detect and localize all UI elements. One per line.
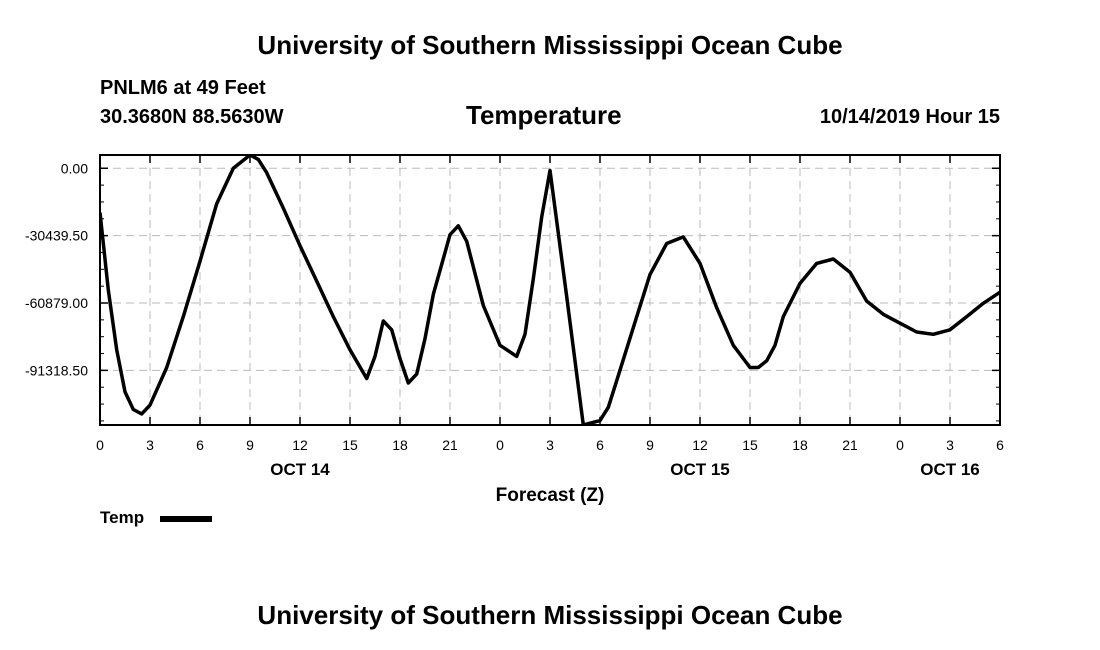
plot-frame bbox=[99, 154, 1001, 426]
legend-swatch bbox=[160, 516, 212, 522]
y-tick-label: -60879.00 bbox=[25, 295, 88, 311]
x-tick-label: 3 bbox=[946, 437, 954, 453]
x-tick-label: 18 bbox=[392, 437, 408, 453]
date-label: OCT 16 bbox=[920, 460, 980, 479]
date-label: OCT 14 bbox=[270, 460, 330, 479]
series-line-temp bbox=[100, 155, 1000, 425]
x-tick-label: 0 bbox=[96, 437, 104, 453]
x-tick-label: 12 bbox=[692, 437, 708, 453]
x-tick-label: 3 bbox=[546, 437, 554, 453]
x-tick-label: 3 bbox=[146, 437, 154, 453]
location-label: 30.3680N 88.5630W bbox=[100, 106, 284, 128]
x-tick-label: 21 bbox=[842, 437, 858, 453]
date-label: OCT 15 bbox=[670, 460, 730, 479]
x-tick-label: 6 bbox=[996, 437, 1004, 453]
y-tick-label: 0.00 bbox=[61, 160, 88, 176]
x-tick-label: 15 bbox=[342, 437, 358, 453]
x-tick-label: 9 bbox=[646, 437, 654, 453]
y-tick-label: -91318.50 bbox=[25, 362, 88, 378]
x-tick-label: 21 bbox=[442, 437, 458, 453]
legend-label: Temp bbox=[100, 508, 145, 527]
chart-title: Temperature bbox=[466, 100, 622, 130]
x-tick-label: 0 bbox=[896, 437, 904, 453]
y-tick-label: -30439.50 bbox=[25, 228, 88, 244]
x-tick-label: 15 bbox=[742, 437, 758, 453]
footer-title: University of Southern Mississippi Ocean… bbox=[257, 600, 843, 630]
x-axis-label: Forecast (Z) bbox=[496, 485, 605, 506]
x-tick-label: 0 bbox=[496, 437, 504, 453]
timestamp-label: 10/14/2019 Hour 15 bbox=[819, 106, 1000, 128]
page-title: University of Southern Mississippi Ocean… bbox=[257, 30, 843, 60]
x-tick-label: 6 bbox=[196, 437, 204, 453]
x-tick-label: 18 bbox=[792, 437, 808, 453]
x-tick-label: 12 bbox=[292, 437, 308, 453]
x-tick-label: 6 bbox=[596, 437, 604, 453]
x-tick-label: 9 bbox=[246, 437, 254, 453]
station-label: PNLM6 at 49 Feet bbox=[100, 77, 266, 99]
